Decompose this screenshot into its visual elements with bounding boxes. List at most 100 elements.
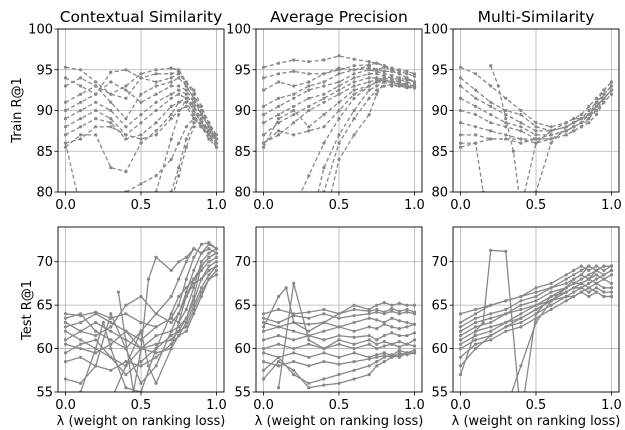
data-point [375, 69, 379, 73]
data-point [261, 133, 266, 137]
data-point [564, 133, 568, 137]
data-point [579, 125, 583, 129]
data-point [405, 325, 409, 329]
data-point [519, 299, 523, 303]
data-point [307, 364, 311, 368]
data-point [458, 145, 463, 149]
data-point [154, 121, 158, 125]
data-point [109, 329, 113, 333]
data-point [375, 92, 379, 96]
data-point [154, 355, 158, 359]
data-point [375, 347, 379, 351]
data-point [79, 381, 83, 385]
data-point [458, 334, 463, 338]
data-point [602, 286, 606, 290]
y-tick-label: 65 [431, 299, 448, 314]
data-point [109, 125, 113, 129]
data-point [405, 69, 409, 73]
data-point [322, 58, 326, 62]
data-point [307, 338, 311, 342]
data-point [199, 294, 203, 299]
data-point [199, 242, 203, 246]
data-point [594, 104, 599, 108]
data-point [352, 368, 356, 372]
data-point [322, 113, 326, 117]
data-point [504, 117, 508, 121]
data-point [587, 281, 591, 285]
data-point [375, 310, 379, 314]
data-point [94, 92, 98, 96]
y-tick-label: 80 [431, 186, 448, 201]
data-point [367, 60, 371, 64]
data-point [397, 77, 401, 82]
data-point [169, 294, 173, 299]
y-tick-label: 85 [36, 145, 53, 160]
y-tick-label: 60 [36, 342, 53, 357]
data-point [214, 251, 219, 255]
data-point [609, 273, 614, 277]
data-point [277, 129, 281, 133]
data-point [367, 80, 371, 84]
data-point [199, 113, 203, 117]
data-point [124, 117, 128, 121]
data-point [474, 399, 477, 402]
data-point [489, 329, 493, 333]
data-point [94, 329, 98, 333]
y-tick-label: 90 [36, 104, 53, 119]
data-point [63, 325, 68, 329]
data-point [519, 113, 523, 117]
data-point [375, 88, 379, 92]
data-point [458, 342, 463, 346]
data-point [390, 303, 394, 307]
data-point [352, 347, 356, 351]
data-point [214, 268, 219, 272]
data-point [207, 125, 211, 129]
data-point [79, 137, 83, 141]
data-point [322, 80, 326, 84]
data-point [489, 248, 493, 252]
data-point [367, 364, 371, 368]
data-point [277, 96, 281, 100]
data-point [519, 207, 522, 210]
data-point [397, 309, 401, 313]
data-point [169, 338, 173, 342]
data-point [390, 342, 394, 346]
data-point [79, 312, 83, 316]
data-point [177, 277, 181, 281]
data-point [489, 64, 493, 68]
data-point [564, 294, 568, 299]
xlabel-left: λ (weight on ranking loss) [57, 414, 226, 429]
data-point [154, 133, 158, 137]
data-point [489, 338, 493, 342]
data-point [405, 351, 409, 355]
data-point [322, 72, 326, 76]
data-point [307, 108, 311, 113]
data-point [124, 170, 128, 174]
data-point [337, 355, 341, 359]
data-point [352, 351, 356, 355]
data-point [192, 299, 196, 303]
data-point [277, 342, 281, 346]
data-point [139, 294, 143, 299]
data-point [169, 76, 173, 80]
data-point [177, 174, 181, 178]
data-point [192, 303, 196, 307]
data-point [124, 364, 128, 368]
data-point [458, 347, 463, 351]
x-tick-label: 0.0 [253, 398, 274, 413]
data-point [382, 360, 386, 364]
data-point [519, 320, 523, 325]
data-point [292, 104, 296, 108]
data-point [519, 307, 523, 312]
data-point [261, 141, 266, 145]
data-point [534, 290, 538, 294]
data-point [154, 84, 158, 88]
data-point [534, 129, 538, 133]
data-point [79, 347, 83, 351]
data-point [154, 108, 158, 113]
data-point [572, 277, 576, 281]
data-point [564, 277, 568, 281]
data-point [337, 312, 341, 316]
data-point [261, 360, 266, 364]
data-point [352, 68, 356, 72]
